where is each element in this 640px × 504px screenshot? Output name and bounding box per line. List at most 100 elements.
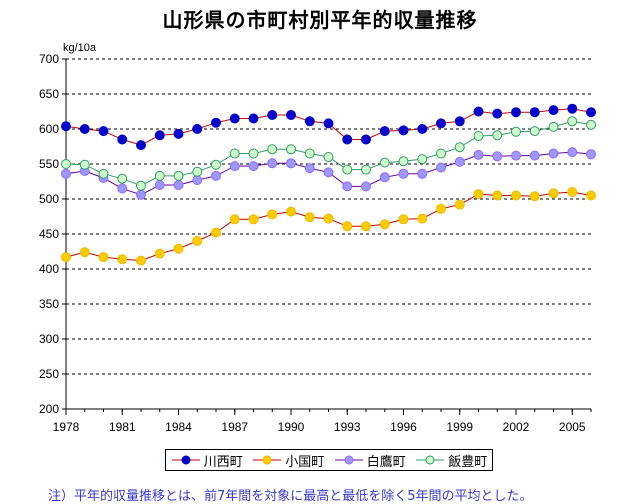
data-point	[417, 154, 428, 165]
data-point	[136, 140, 146, 151]
data-point	[211, 170, 221, 181]
y-tick-label: 350	[39, 297, 59, 311]
y-tick-label: 650	[39, 87, 59, 101]
data-point	[98, 168, 109, 179]
data-point	[211, 227, 221, 238]
data-point	[304, 163, 315, 174]
data-point	[567, 116, 578, 127]
data-point	[286, 206, 296, 217]
data-point	[342, 164, 353, 175]
data-point	[492, 190, 503, 201]
data-point	[267, 144, 278, 155]
y-tick-label: 500	[39, 192, 59, 206]
legend-swatch	[416, 455, 445, 465]
x-tick-label: 1996	[390, 420, 417, 434]
data-point	[248, 214, 259, 225]
data-point	[342, 134, 353, 145]
legend-swatch-marker	[425, 455, 435, 465]
y-axis-unit-label: kg/10a	[63, 42, 97, 54]
data-point	[98, 252, 109, 263]
data-point	[398, 125, 409, 136]
legend-label: 飯豊町	[448, 454, 488, 470]
data-point	[511, 126, 521, 137]
legend-label: 小国町	[285, 454, 325, 470]
data-point	[454, 116, 465, 127]
data-point	[192, 236, 203, 246]
series-3	[61, 147, 596, 200]
data-point	[173, 243, 184, 254]
data-point	[379, 126, 390, 137]
data-point	[586, 149, 596, 160]
data-point	[248, 148, 259, 159]
data-point	[417, 168, 428, 179]
data-point	[154, 170, 165, 181]
data-point	[248, 161, 259, 172]
series-layer	[61, 103, 596, 266]
data-point	[529, 126, 540, 137]
data-point	[398, 214, 409, 225]
data-point	[79, 124, 90, 134]
legend-swatch	[171, 455, 200, 465]
data-point	[154, 180, 165, 190]
data-point	[511, 150, 521, 161]
data-point	[529, 107, 540, 118]
data-point	[267, 110, 278, 120]
legend-swatch-marker	[262, 455, 272, 465]
data-point	[361, 134, 371, 145]
data-point	[436, 118, 446, 129]
data-point	[192, 175, 203, 186]
y-tick-label: 450	[39, 227, 59, 241]
data-point	[379, 157, 390, 168]
data-point	[267, 158, 278, 169]
y-tick-label: 200	[39, 402, 59, 416]
data-point	[567, 187, 578, 197]
data-point	[454, 199, 465, 210]
data-point	[529, 150, 540, 161]
data-point	[398, 156, 409, 167]
data-point	[61, 121, 71, 132]
data-point	[454, 156, 465, 167]
data-point	[586, 119, 596, 130]
data-point	[136, 180, 146, 191]
data-point	[511, 107, 521, 118]
data-point	[529, 191, 540, 202]
data-point	[154, 130, 165, 141]
x-tick-label: 1981	[109, 420, 136, 434]
series-2	[61, 187, 596, 266]
data-point	[473, 131, 484, 141]
data-point	[436, 203, 446, 214]
data-point	[492, 108, 503, 119]
data-point	[136, 255, 146, 266]
legend-swatch-marker	[181, 455, 191, 465]
data-point	[248, 113, 259, 124]
data-point	[548, 121, 559, 132]
x-tick-label: 1999	[446, 420, 473, 434]
data-point	[229, 214, 240, 225]
data-point	[192, 166, 203, 177]
data-point	[323, 167, 334, 178]
legend-swatch	[253, 455, 282, 465]
data-point	[417, 213, 428, 224]
legend-item-3: 白鷹町	[334, 451, 406, 470]
data-point	[417, 124, 428, 134]
data-point	[304, 212, 315, 223]
legend-swatch-marker	[344, 455, 354, 465]
x-tick-label: 2002	[503, 420, 530, 434]
chart-title: 山形県の市町村別平年的収量推移	[162, 8, 478, 32]
data-point	[211, 159, 221, 170]
data-point	[323, 213, 334, 224]
series-1	[61, 103, 596, 151]
tick-labels: 200 250 300 350 400 450 500 550 600 650 700 1978 198…	[39, 52, 586, 434]
data-point	[229, 113, 240, 124]
data-point	[229, 148, 240, 159]
legend-item-1: 川西町	[171, 451, 243, 470]
data-point	[323, 152, 334, 162]
legend-item-2: 小国町	[252, 451, 324, 470]
data-point	[136, 189, 146, 200]
data-point	[492, 130, 503, 141]
legend-label: 白鷹町	[366, 454, 406, 470]
legend-label: 川西町	[203, 454, 243, 470]
data-point	[211, 117, 221, 128]
y-tick-label: 250	[39, 367, 59, 381]
